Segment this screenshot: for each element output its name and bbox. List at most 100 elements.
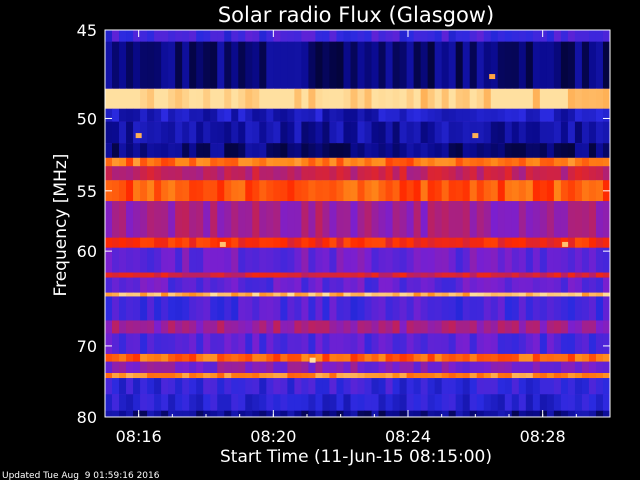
heatmap-cell <box>322 41 331 89</box>
heatmap-cell <box>420 201 429 238</box>
heatmap-cell <box>154 121 162 144</box>
heatmap-cell <box>581 41 590 89</box>
heatmap-cell <box>238 272 246 278</box>
heatmap-cell <box>511 30 520 42</box>
heatmap-cell <box>392 410 401 417</box>
heatmap-cell <box>546 277 555 293</box>
heatmap-cell <box>595 296 604 321</box>
heatmap-cell <box>371 121 380 144</box>
heatmap-cell <box>154 353 162 362</box>
heatmap-cell <box>224 180 232 202</box>
heatmap-cell <box>413 88 422 109</box>
heatmap-cell <box>553 201 562 238</box>
heatmap-cell <box>518 166 527 181</box>
heatmap-cell <box>462 237 471 248</box>
heatmap-cell <box>476 277 485 293</box>
heatmap-cell <box>252 410 260 417</box>
heatmap-cell <box>462 378 471 395</box>
heatmap-cell <box>553 143 562 158</box>
heatmap-cell <box>273 121 281 144</box>
heatmap-cell <box>161 410 169 417</box>
frequency-band <box>105 353 610 362</box>
heatmap-cell <box>462 30 471 42</box>
heatmap-cell <box>301 30 309 42</box>
heatmap-cell <box>427 277 436 293</box>
heatmap-cell <box>392 30 401 42</box>
heatmap-cell <box>126 41 134 89</box>
heatmap-cell <box>147 30 155 42</box>
heatmap-cell <box>560 143 569 158</box>
heatmap-cell <box>532 378 541 395</box>
heatmap-cell <box>350 201 359 238</box>
heatmap-cell <box>182 353 190 362</box>
heatmap-cell <box>133 180 141 202</box>
heatmap-cell <box>112 296 120 321</box>
heatmap-cell <box>588 394 597 411</box>
heatmap-cell <box>224 237 232 248</box>
heatmap-cell <box>483 108 492 122</box>
heatmap-cell <box>504 180 513 202</box>
heatmap-cell <box>504 201 513 238</box>
frequency-band <box>105 143 610 158</box>
heatmap-cell <box>154 30 162 42</box>
heatmap-cell <box>483 277 492 293</box>
heatmap-cell <box>455 41 464 89</box>
heatmap-cell <box>245 272 253 278</box>
heatmap-cell <box>196 272 204 278</box>
heatmap-cell <box>252 201 260 238</box>
heatmap-cell <box>420 30 429 42</box>
heatmap-cell <box>483 180 492 202</box>
heatmap-cell <box>567 320 576 334</box>
heatmap-cell <box>280 353 288 362</box>
heatmap-cell <box>595 180 604 202</box>
heatmap-cell <box>350 108 359 122</box>
heatmap-cell <box>252 237 260 248</box>
heatmap-cell <box>462 41 471 89</box>
heatmap-cell <box>294 180 302 202</box>
heatmap-cell <box>126 180 134 202</box>
heatmap-cell <box>427 157 436 167</box>
heatmap-cell <box>560 88 569 109</box>
heatmap-cell <box>105 410 113 417</box>
heatmap-cell <box>175 272 183 278</box>
heatmap-cell <box>175 320 183 334</box>
heatmap-cell <box>287 121 295 144</box>
heatmap-cell <box>588 373 597 379</box>
heatmap-cell <box>266 108 274 122</box>
heatmap-cell <box>224 143 232 158</box>
heatmap-cell <box>574 157 583 167</box>
heatmap-cell <box>336 201 345 238</box>
heatmap-cell <box>105 108 113 122</box>
heatmap-cell <box>245 277 253 293</box>
heatmap-cell <box>364 247 373 273</box>
heatmap-cell <box>217 30 225 42</box>
heatmap-cell <box>406 143 415 158</box>
heatmap-cell <box>133 353 141 362</box>
heatmap-cell <box>476 296 485 321</box>
heatmap-cell <box>420 333 429 354</box>
heatmap-cell <box>343 378 352 395</box>
heatmap-cell <box>455 272 464 278</box>
heatmap-cell <box>273 320 281 334</box>
heatmap-cell <box>602 201 610 238</box>
heatmap-cell <box>434 30 443 42</box>
heatmap-cell <box>525 247 534 273</box>
x-tick-label: 08:16 <box>116 427 162 446</box>
heatmap-cell <box>525 143 534 158</box>
heatmap-cell <box>287 353 295 362</box>
heatmap-cell <box>581 143 590 158</box>
y-tick-label: 50 <box>77 109 97 128</box>
heatmap-cell <box>301 333 309 354</box>
y-axis-label: Frequency [MHz] <box>51 154 71 297</box>
heatmap-cell <box>539 88 548 109</box>
heatmap-cell <box>322 361 331 373</box>
heatmap-cell <box>126 333 134 354</box>
heatmap-cell <box>448 108 457 122</box>
heatmap-cell <box>301 143 309 158</box>
heatmap-cell <box>280 121 288 144</box>
heatmap-cell <box>441 292 450 297</box>
heatmap-cell <box>105 277 113 293</box>
heatmap-cell <box>462 361 471 373</box>
heatmap-cell <box>413 277 422 293</box>
heatmap-cell <box>294 378 302 395</box>
